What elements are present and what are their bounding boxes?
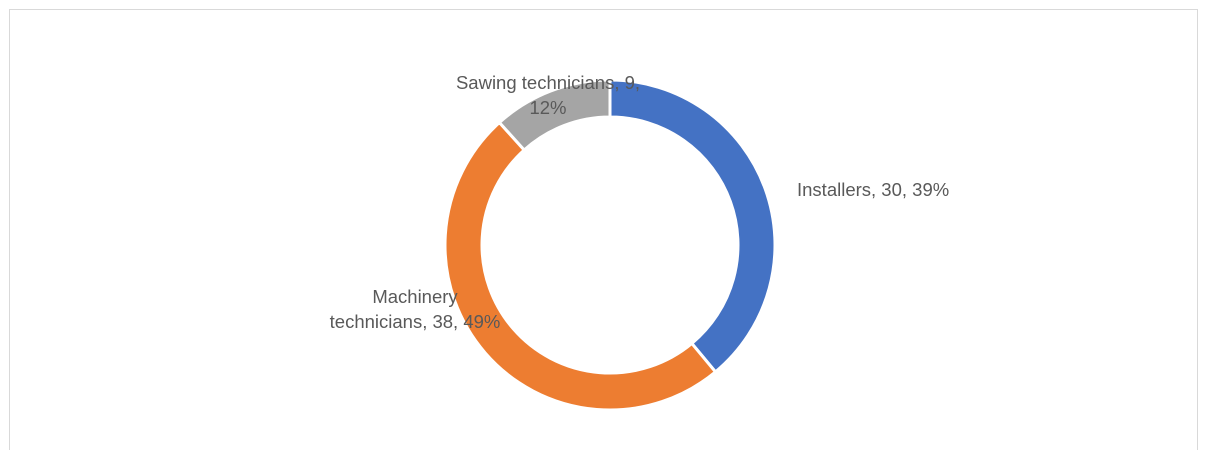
data-label-line: technicians, 38, 49%	[330, 311, 501, 332]
data-label-machinery-technicians: Machinery technicians, 38, 49%	[330, 286, 501, 332]
donut-slice-installers	[608, 78, 777, 374]
data-label-installers: Installers, 30, 39%	[797, 179, 949, 200]
labels-layer: Installers, 30, 39% Machinery technicians,…	[330, 72, 950, 332]
slices-layer	[443, 78, 777, 412]
donut-slice-machinery-technicians	[443, 120, 718, 412]
chart-frame	[9, 9, 1198, 450]
data-label-line: Sawing technicians, 9,	[456, 72, 640, 93]
data-label-sawing-technicians: Sawing technicians, 9, 12%	[456, 72, 640, 118]
data-label-line: 12%	[529, 97, 566, 118]
data-label-line: Machinery	[372, 286, 458, 307]
data-label-line: Installers, 30, 39%	[797, 179, 949, 200]
donut-slice-sawing-technicians	[497, 78, 612, 153]
